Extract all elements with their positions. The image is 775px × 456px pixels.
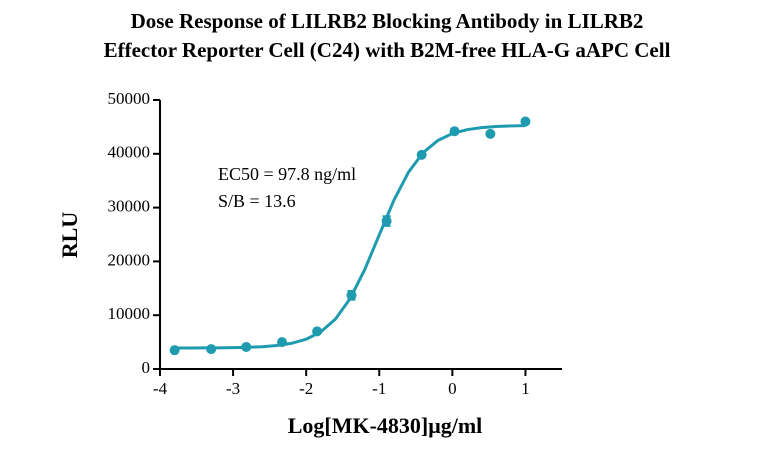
- y-tick-label: 50000: [108, 89, 151, 108]
- fit-curve: [174, 124, 526, 350]
- chart-title: Dose Response of LILRB2 Blocking Antibod…: [131, 9, 644, 33]
- chart-title: Effector Reporter Cell (C24) with B2M-fr…: [104, 38, 671, 62]
- x-tick-label: -3: [226, 379, 240, 398]
- y-tick-label: 30000: [108, 197, 151, 216]
- data-point: [416, 149, 427, 160]
- data-point: [485, 128, 496, 139]
- data-point: [277, 337, 288, 348]
- x-tick-label: 0: [448, 379, 457, 398]
- x-tick-label: -1: [372, 379, 386, 398]
- x-axis-label: Log[MK-4830]μg/ml: [288, 413, 483, 438]
- y-tick-label: 40000: [108, 143, 151, 162]
- y-tick-label: 0: [142, 358, 151, 377]
- y-axis-label: RLU: [57, 212, 82, 259]
- data-point: [346, 290, 357, 301]
- annotation: EC50 = 97.8 ng/ml: [218, 164, 356, 184]
- data-point: [206, 344, 217, 355]
- y-tick-label: 10000: [108, 304, 151, 323]
- data-point: [241, 341, 252, 352]
- data-point: [449, 126, 460, 137]
- x-tick-label: -4: [153, 379, 168, 398]
- data-point: [381, 216, 392, 227]
- data-point: [520, 116, 531, 127]
- y-tick-label: 20000: [108, 250, 151, 269]
- x-tick-label: -2: [299, 379, 313, 398]
- data-point: [169, 345, 180, 356]
- annotation: S/B = 13.6: [218, 191, 296, 211]
- data-point: [312, 326, 323, 337]
- x-tick-label: 1: [521, 379, 530, 398]
